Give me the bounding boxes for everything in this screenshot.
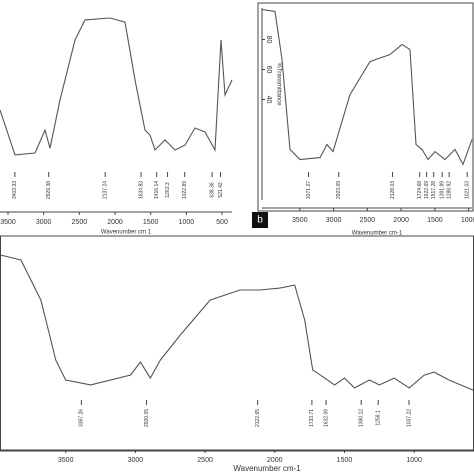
x-tick-label: 1000 <box>179 219 195 226</box>
y-tick-label: 60 <box>265 66 272 74</box>
x-tick-label: 1500 <box>427 217 443 224</box>
peak-label: 2122.65 <box>255 409 261 427</box>
peak-label: 1021.03 <box>465 181 471 199</box>
peak-label: 1632.09 <box>323 409 329 427</box>
x-axis-label: Wavenumber cm-1 <box>352 231 403 237</box>
x-tick-label: 3500 <box>58 457 74 464</box>
x-axis-label: Wavenumber cm-1 <box>233 464 301 473</box>
spectrum <box>261 8 473 166</box>
x-tick-label: 3500 <box>0 219 16 226</box>
x-tick-label: 2000 <box>107 219 123 226</box>
panel-frame <box>257 2 474 212</box>
peak-label: 2929.38 <box>46 181 52 199</box>
spectrum <box>0 17 233 156</box>
x-tick-label: 3000 <box>326 217 342 224</box>
panel-label: b <box>257 215 263 226</box>
y-tick-label: 80 <box>265 36 272 44</box>
peak-label: 3387.26 <box>79 409 85 427</box>
y-axis-label: %Transmittance <box>275 62 281 106</box>
x-tick-label: 2000 <box>267 457 283 464</box>
peak-label: 1258.1 <box>376 410 382 426</box>
peak-label: 1416.14 <box>154 181 160 199</box>
peak-label: 1288.92 <box>446 181 452 199</box>
peak-label: 1622.69 <box>424 181 430 199</box>
peak-label: 2923.09 <box>336 181 342 199</box>
peak-label: 1634.83 <box>138 181 144 199</box>
peak-label: 2137.24 <box>103 181 109 199</box>
x-axis-label: Wavenumber cm 1 <box>101 230 152 236</box>
x-tick-label: 1000 <box>406 457 422 464</box>
x-tick-label: 1000 <box>461 217 474 224</box>
peak-label: 1733.71 <box>309 409 315 427</box>
peak-label: 638.36 <box>209 182 215 198</box>
peak-label: 2128.03 <box>390 181 396 199</box>
x-tick-label: 2000 <box>393 217 409 224</box>
x-tick-label: 1500 <box>143 219 159 226</box>
x-tick-label: 500 <box>216 219 228 226</box>
peak-label: 1391.89 <box>439 181 445 199</box>
peak-label: 3371.27 <box>306 181 312 199</box>
peak-label: 1517.28 <box>431 181 437 199</box>
panel-frame <box>0 235 474 452</box>
peak-label: 1380.12 <box>359 409 365 427</box>
x-tick-label: 3000 <box>128 457 144 464</box>
peak-label: 521.42 <box>218 182 224 198</box>
panel-badge <box>252 212 268 228</box>
x-tick-label: 3000 <box>36 219 52 226</box>
y-tick-label: 40 <box>265 96 272 104</box>
peak-label: 1037.22 <box>406 409 412 427</box>
x-tick-label: 2500 <box>197 457 213 464</box>
x-tick-label: 1500 <box>337 457 353 464</box>
peak-label: 1724.68 <box>417 181 423 199</box>
peak-label: 3403.33 <box>12 181 18 199</box>
spectrum <box>0 254 474 391</box>
peak-label: 1263.3 <box>165 182 171 198</box>
x-tick-label: 2500 <box>360 217 376 224</box>
peak-label: 1022.89 <box>182 181 188 199</box>
peak-label: 2920.05 <box>144 409 150 427</box>
x-tick-label: 3500 <box>292 217 308 224</box>
x-tick-label: 2500 <box>72 219 88 226</box>
